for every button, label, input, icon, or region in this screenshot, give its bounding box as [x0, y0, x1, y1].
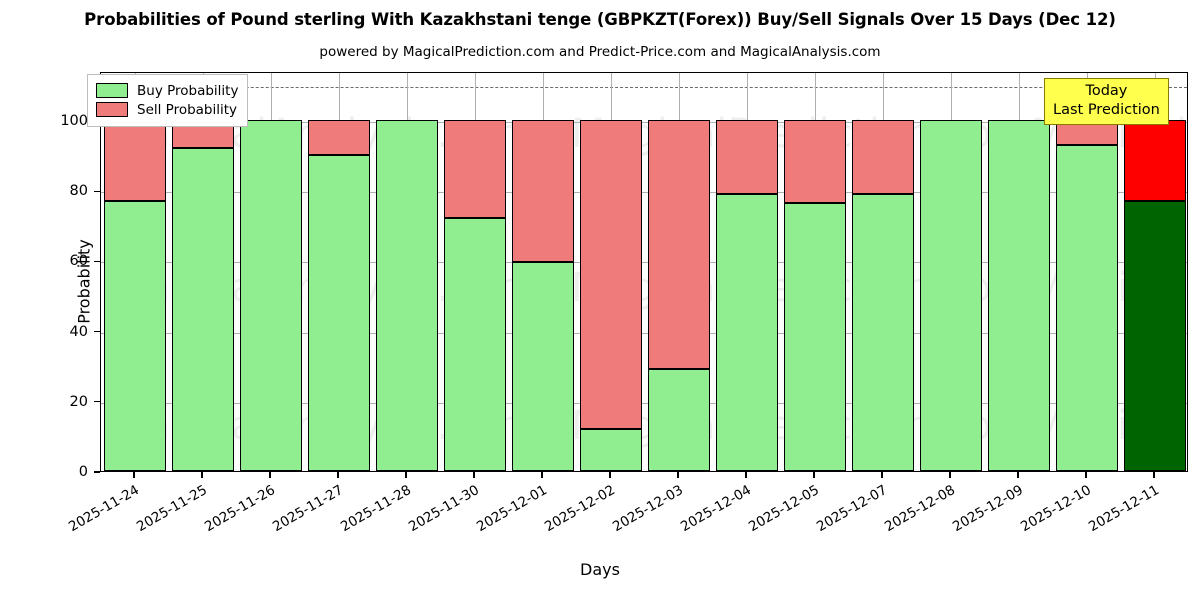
- today-annotation: Today Last Prediction: [1044, 78, 1169, 125]
- y-tick-label: 60: [69, 253, 88, 270]
- bar-group[interactable]: [715, 73, 779, 471]
- bar-segment-buy[interactable]: [783, 202, 847, 471]
- today-annotation-line2: Last Prediction: [1053, 102, 1160, 118]
- x-tick-mark: [337, 472, 339, 478]
- y-tick-mark: [94, 260, 100, 263]
- bar-segment-sell[interactable]: [1123, 120, 1187, 201]
- bar-segment-sell[interactable]: [647, 120, 711, 370]
- y-tick-mark: [94, 401, 100, 403]
- x-tick-mark: [813, 472, 815, 478]
- bar-segment-sell[interactable]: [783, 120, 847, 203]
- bar-segment-sell[interactable]: [851, 120, 915, 194]
- x-tick-mark: [201, 472, 203, 478]
- bar-group[interactable]: [239, 73, 303, 471]
- x-tick-mark: [949, 472, 951, 478]
- bar-segment-buy[interactable]: [1123, 200, 1187, 471]
- legend-item-sell: Sell Probability: [96, 100, 238, 119]
- gridline-horizontal: [101, 192, 1187, 194]
- bar-group[interactable]: [579, 73, 643, 471]
- y-axis-label: Probability: [74, 239, 94, 324]
- y-tick-label: 100: [60, 113, 88, 130]
- x-axis-label: Days: [580, 560, 620, 579]
- bar-segment-sell[interactable]: [715, 120, 779, 194]
- x-tick-mark: [677, 472, 679, 478]
- y-tick-label: 0: [78, 464, 88, 480]
- bar-group[interactable]: [511, 73, 575, 471]
- gridline-horizontal: [101, 122, 1187, 124]
- bar-group[interactable]: [919, 73, 983, 471]
- today-annotation-line1: Today: [1085, 83, 1128, 99]
- legend-label-buy: Buy Probability: [137, 82, 239, 99]
- bar-segment-buy[interactable]: [919, 120, 983, 471]
- bar-segment-buy[interactable]: [987, 120, 1051, 471]
- bar-segment-buy[interactable]: [171, 148, 235, 471]
- plot-area: MagicalAnalysis.comMagicalPrediction.com…: [100, 72, 1188, 472]
- x-tick-mark: [745, 472, 747, 478]
- bar-group[interactable]: [443, 73, 507, 471]
- y-tick-mark: [94, 190, 100, 192]
- bar-segment-buy[interactable]: [715, 193, 779, 471]
- y-tick-mark: [94, 471, 100, 473]
- x-tick-mark: [541, 472, 543, 478]
- bar-group[interactable]: [987, 73, 1051, 471]
- y-tick-mark: [94, 331, 100, 333]
- bar-segment-buy[interactable]: [239, 120, 303, 471]
- gridline-horizontal: [101, 332, 1187, 334]
- gridline-horizontal: [101, 402, 1187, 404]
- legend-swatch-buy-icon: [96, 83, 128, 98]
- legend: Buy Probability Sell Probability: [87, 74, 249, 127]
- legend-item-buy: Buy Probability: [96, 81, 238, 100]
- bar-segment-sell[interactable]: [511, 120, 575, 263]
- legend-swatch-sell-icon: [96, 102, 128, 117]
- bar-segment-buy[interactable]: [647, 369, 711, 471]
- bar-series: [101, 73, 1187, 471]
- bar-group[interactable]: [647, 73, 711, 471]
- x-tick-mark: [881, 472, 883, 478]
- x-tick-mark: [609, 472, 611, 478]
- y-tick-label: 20: [69, 393, 88, 410]
- chart-title: Probabilities of Pound sterling With Kaz…: [84, 10, 1116, 29]
- bar-segment-buy[interactable]: [103, 200, 167, 471]
- x-tick-mark: [1153, 472, 1155, 478]
- bar-segment-buy[interactable]: [375, 120, 439, 471]
- bar-segment-sell[interactable]: [307, 120, 371, 156]
- bar-group[interactable]: [103, 73, 167, 471]
- bar-group[interactable]: [851, 73, 915, 471]
- bar-segment-sell[interactable]: [579, 120, 643, 429]
- bar-segment-buy[interactable]: [579, 428, 643, 471]
- bar-segment-sell[interactable]: [443, 120, 507, 219]
- reference-line: [101, 87, 1187, 89]
- bar-group[interactable]: [375, 73, 439, 471]
- bar-group[interactable]: [1055, 73, 1119, 471]
- bar-group[interactable]: [1123, 73, 1187, 471]
- y-tick-label: 40: [69, 323, 88, 340]
- gridline-horizontal: [101, 262, 1187, 264]
- x-tick-mark: [133, 472, 135, 478]
- x-tick-mark: [473, 472, 475, 478]
- bar-group[interactable]: [307, 73, 371, 471]
- y-tick-label: 80: [69, 183, 88, 200]
- bar-segment-buy[interactable]: [511, 262, 575, 471]
- chart-subtitle: powered by MagicalPrediction.com and Pre…: [319, 44, 881, 60]
- bar-group[interactable]: [171, 73, 235, 471]
- bar-segment-buy[interactable]: [307, 155, 371, 471]
- bar-segment-buy[interactable]: [443, 218, 507, 471]
- legend-label-sell: Sell Probability: [137, 101, 238, 118]
- bar-segment-buy[interactable]: [1055, 144, 1119, 471]
- bar-segment-buy[interactable]: [851, 193, 915, 471]
- x-tick-mark: [1017, 472, 1019, 478]
- x-tick-mark: [1085, 472, 1087, 478]
- x-tick-mark: [269, 472, 271, 478]
- x-tick-mark: [405, 472, 407, 478]
- bar-group[interactable]: [783, 73, 847, 471]
- bar-segment-sell[interactable]: [103, 120, 167, 201]
